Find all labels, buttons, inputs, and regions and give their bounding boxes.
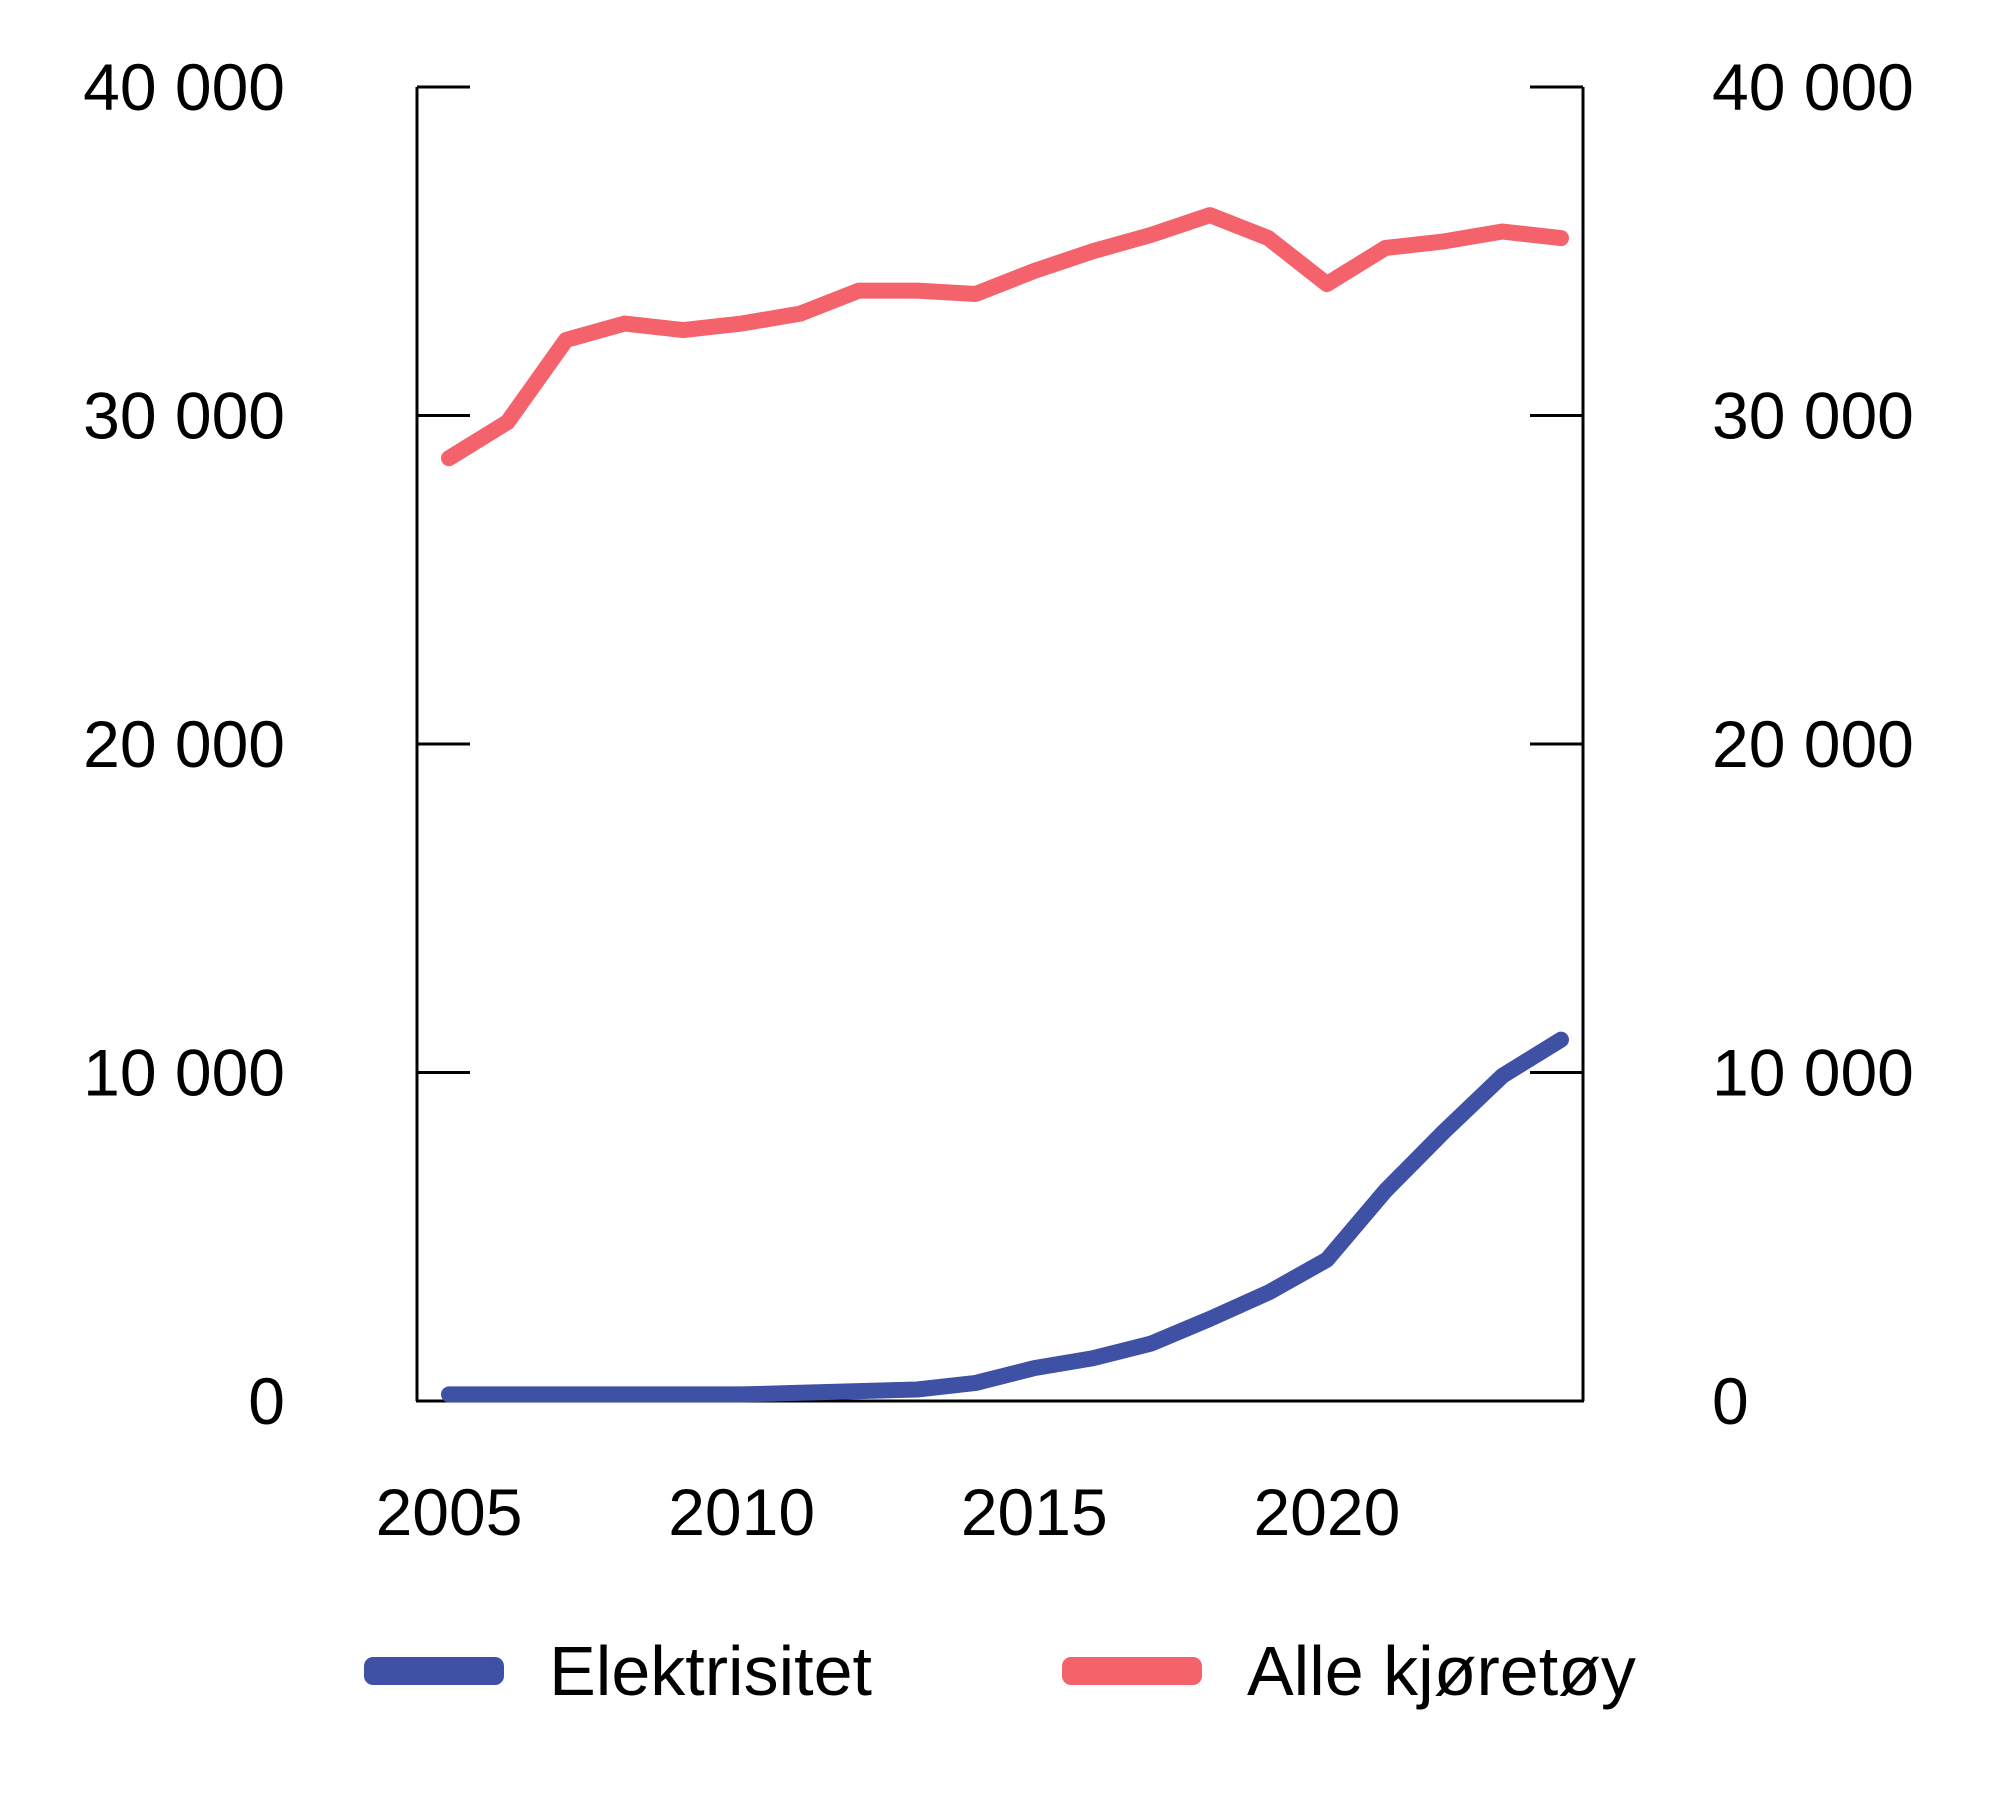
legend-label-elektrisitet: Elektrisitet	[549, 1632, 872, 1710]
y-tick-label-right: 20 000	[1712, 707, 1914, 781]
y-tick-label-left: 30 000	[83, 379, 285, 453]
x-tick-label: 2010	[668, 1475, 815, 1549]
series-line-elektrisitet	[441, 1031, 1569, 1403]
legend-item-alle-kjoretoy: Alle kjøretøy	[1061, 1632, 1636, 1710]
y-tick-label-left: 20 000	[83, 707, 285, 781]
y-tick-label-right: 40 000	[1712, 50, 1914, 124]
x-tick-label: 2020	[1253, 1475, 1400, 1549]
legend-swatch-alle-kjoretoy	[1061, 1657, 1202, 1685]
y-tick-label-right: 30 000	[1712, 379, 1914, 453]
y-tick-label-left: 10 000	[83, 1036, 285, 1110]
y-tick-label-left: 0	[248, 1364, 285, 1438]
y-tick-label-right: 10 000	[1712, 1036, 1914, 1110]
series-line-alle-kj-ret-y	[441, 207, 1569, 467]
x-tick-label: 2015	[961, 1475, 1108, 1549]
legend-item-elektrisitet: Elektrisitet	[364, 1636, 872, 1706]
legend-swatch-elektrisitet	[364, 1657, 505, 1685]
y-tick-label-left: 40 000	[83, 50, 285, 124]
x-tick-label: 2005	[376, 1475, 523, 1549]
legend-label-alle-kjoretoy: Alle kjøretøy	[1246, 1632, 1636, 1710]
legend: Elektrisitet Alle kjøretøy	[0, 1636, 2000, 1706]
y-tick-label-right: 0	[1712, 1364, 1749, 1438]
